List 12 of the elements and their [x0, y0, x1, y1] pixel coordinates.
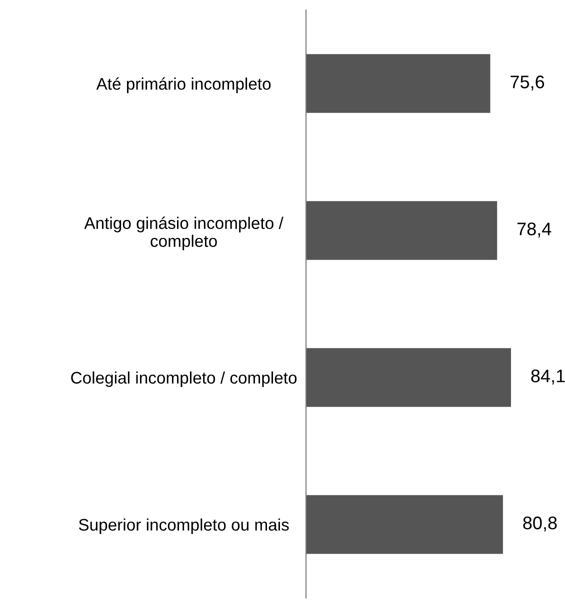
bar — [306, 201, 498, 260]
data-label: 75,6 — [510, 76, 544, 90]
y-tick-label: Colegial incompleto / completo — [71, 371, 297, 387]
bar — [306, 348, 511, 407]
y-tick-label: Antigo ginásio incompleto / completo — [84, 216, 284, 250]
data-label: 78,4 — [517, 222, 552, 238]
y-tick-label: Superior incompleto ou mais — [78, 518, 289, 534]
data-label: 84,1 — [531, 370, 565, 384]
bar — [306, 495, 503, 554]
y-tick-label: Até primário incompleto — [96, 77, 271, 94]
bar — [306, 54, 490, 113]
data-label: 80,8 — [523, 516, 557, 532]
